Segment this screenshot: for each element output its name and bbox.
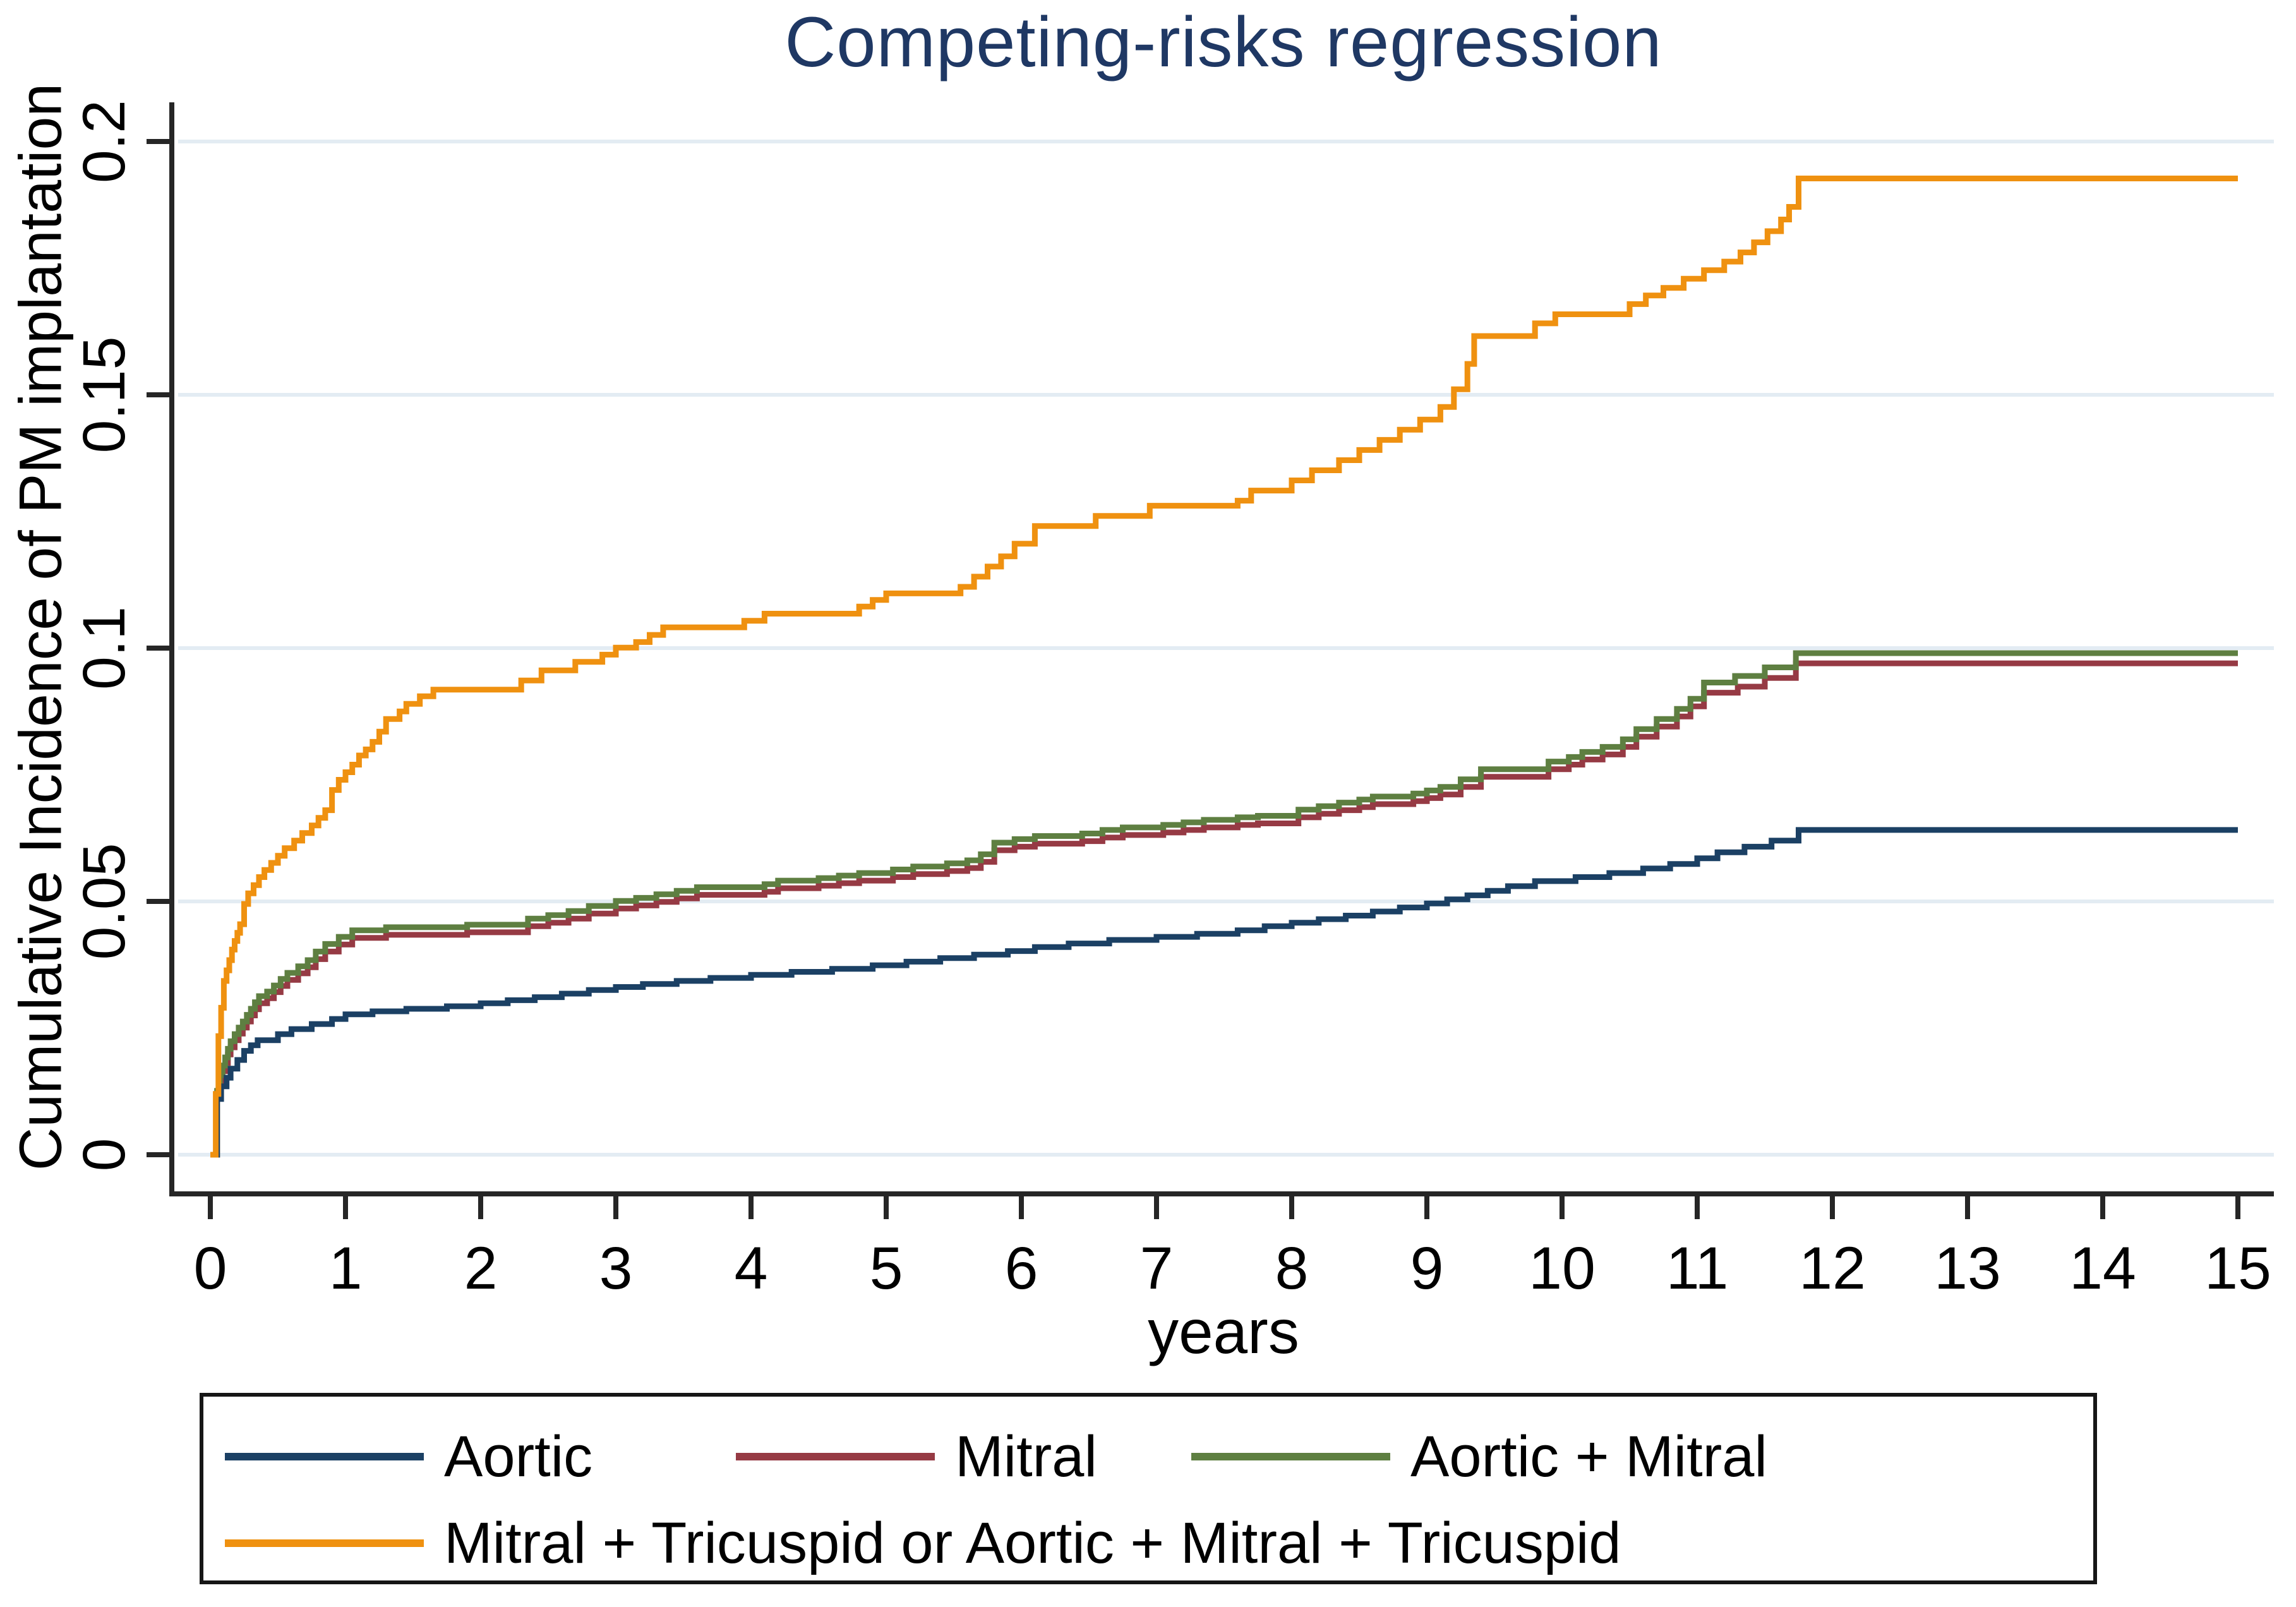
y-tick-label: 0.2: [71, 100, 138, 183]
x-tick-label: 4: [735, 1235, 768, 1302]
x-axis-title: years: [1148, 1297, 1299, 1366]
chart-title: Competing-risks regression: [784, 3, 1662, 81]
legend-swatch-aortic-mitral: [1191, 1453, 1390, 1460]
x-tick-label: 9: [1410, 1235, 1444, 1302]
x-tick-label: 13: [1934, 1235, 2001, 1302]
x-tick-label: 15: [2204, 1235, 2271, 1302]
legend-swatch-aortic: [225, 1453, 424, 1460]
legend-label-mitral: Mitral: [955, 1424, 1097, 1489]
legend-item-aortic-mitral: Aortic + Mitral: [1191, 1419, 1767, 1495]
y-tick-label: 0.15: [71, 337, 138, 454]
x-tick-label: 6: [1005, 1235, 1038, 1302]
x-tick-label: 2: [464, 1235, 498, 1302]
y-tick-label: 0: [71, 1138, 138, 1172]
series-line-aortic: [210, 827, 2238, 1158]
legend-swatch-mitral: [736, 1453, 935, 1460]
x-tick-label: 12: [1799, 1235, 1866, 1302]
x-tick-label: 1: [329, 1235, 363, 1302]
x-tick-label: 14: [2069, 1235, 2136, 1302]
series-line-mitral-tricuspid-or-aortic-mitral-tricuspid: [210, 176, 2238, 1158]
legend-swatch-mitral-tricuspid: [225, 1539, 424, 1547]
legend-label-aortic-mitral: Aortic + Mitral: [1410, 1424, 1767, 1489]
legend: Aortic Mitral Aortic + Mitral Mitral + T…: [200, 1393, 2097, 1584]
y-tick-label: 0.1: [71, 606, 138, 690]
x-tick-label: 0: [194, 1235, 227, 1302]
series-line-mitral: [210, 660, 2238, 1158]
series-line-aortic-mitral: [210, 650, 2238, 1158]
x-tick-label: 8: [1275, 1235, 1309, 1302]
legend-item-aortic: Aortic: [225, 1419, 592, 1495]
x-tick-label: 5: [870, 1235, 903, 1302]
x-tick-label: 3: [599, 1235, 633, 1302]
legend-label-aortic: Aortic: [444, 1424, 593, 1489]
x-tick-label: 7: [1140, 1235, 1174, 1302]
legend-item-mitral: Mitral: [736, 1419, 1097, 1495]
x-tick-label: 11: [1666, 1235, 1729, 1302]
legend-label-mitral-tricuspid: Mitral + Tricuspid or Aortic + Mitral + …: [444, 1510, 1621, 1575]
x-tick-label: 10: [1529, 1235, 1596, 1302]
y-tick-label: 0.05: [71, 843, 138, 960]
legend-item-mitral-tricuspid: Mitral + Tricuspid or Aortic + Mitral + …: [225, 1505, 1621, 1581]
